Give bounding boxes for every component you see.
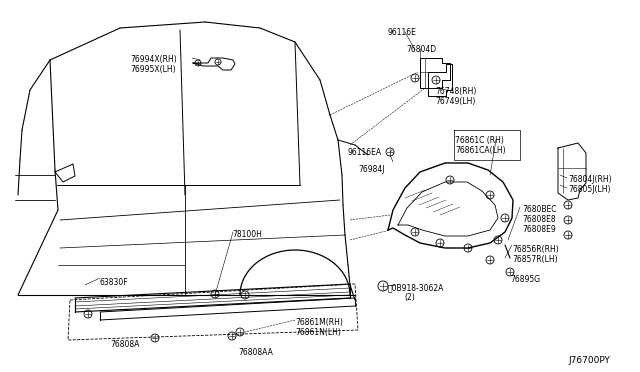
Text: 96116EA: 96116EA <box>348 148 382 157</box>
Text: 78100H: 78100H <box>232 230 262 239</box>
Text: 76808E9: 76808E9 <box>522 225 556 234</box>
Text: 76857R(LH): 76857R(LH) <box>512 255 557 264</box>
Text: 76861C (RH): 76861C (RH) <box>455 136 504 145</box>
Text: 7680BEC: 7680BEC <box>522 205 557 214</box>
Text: 76856R(RH): 76856R(RH) <box>512 245 559 254</box>
Text: 76804J(RH): 76804J(RH) <box>568 175 612 184</box>
Text: 63830F: 63830F <box>100 278 129 287</box>
Text: 76808A: 76808A <box>110 340 140 349</box>
Text: 76895G: 76895G <box>510 275 540 284</box>
Text: 76808AA: 76808AA <box>238 348 273 357</box>
Text: 76861CA(LH): 76861CA(LH) <box>455 146 506 155</box>
Text: 76748(RH): 76748(RH) <box>435 87 476 96</box>
Text: 76861M(RH): 76861M(RH) <box>295 318 343 327</box>
Text: 76994X(RH): 76994X(RH) <box>130 55 177 64</box>
Text: 76861N(LH): 76861N(LH) <box>295 328 341 337</box>
Text: 76805J(LH): 76805J(LH) <box>568 185 611 194</box>
Text: 76995X(LH): 76995X(LH) <box>130 65 175 74</box>
Text: 96116E: 96116E <box>388 28 417 37</box>
Text: ⑈0B918-3062A: ⑈0B918-3062A <box>388 283 444 292</box>
Text: (2): (2) <box>404 293 415 302</box>
Text: 76808E8: 76808E8 <box>522 215 556 224</box>
Text: 76749(LH): 76749(LH) <box>435 97 476 106</box>
Text: J76700PY: J76700PY <box>568 356 610 365</box>
Text: 76984J: 76984J <box>358 165 385 174</box>
Text: 76804D: 76804D <box>406 45 436 54</box>
